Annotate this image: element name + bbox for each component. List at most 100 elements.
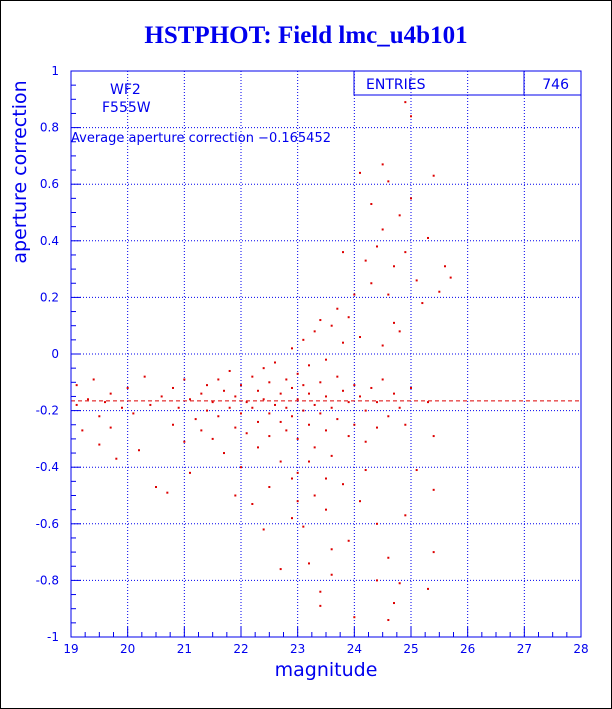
data-point <box>291 477 293 480</box>
x-axis-label: magnitude <box>275 659 378 681</box>
data-point <box>432 551 435 554</box>
data-point <box>296 471 299 474</box>
data-point <box>364 259 367 262</box>
x-tick-label: 24 <box>347 642 362 656</box>
data-point <box>308 562 310 565</box>
data-point <box>291 386 293 389</box>
data-point <box>381 378 384 381</box>
data-point <box>251 406 254 409</box>
x-tick-label: 28 <box>573 642 588 656</box>
data-point <box>319 604 322 607</box>
data-point <box>87 398 89 401</box>
data-point <box>240 466 242 469</box>
data-point <box>234 426 237 429</box>
stats-entries-label: ENTRIES <box>366 77 426 93</box>
data-point <box>393 392 395 395</box>
x-tick-label: 23 <box>290 642 305 656</box>
data-point <box>257 420 259 423</box>
data-point <box>257 446 259 449</box>
data-point <box>121 406 123 409</box>
data-point <box>160 395 163 398</box>
data-point <box>285 429 288 432</box>
data-point <box>217 415 220 418</box>
data-point <box>234 494 237 497</box>
plot-area-border <box>70 70 582 638</box>
data-point <box>364 409 367 412</box>
data-point <box>393 602 395 605</box>
data-point <box>109 426 112 429</box>
data-point <box>359 395 361 398</box>
data-point <box>415 279 418 282</box>
data-point <box>336 418 339 421</box>
data-point <box>330 406 333 409</box>
x-tick-label: 26 <box>460 642 475 656</box>
data-point <box>313 446 316 449</box>
data-point <box>410 197 412 200</box>
data-point <box>387 180 390 183</box>
data-point <box>285 378 288 381</box>
data-point <box>138 449 140 452</box>
data-point <box>268 381 271 384</box>
data-point <box>245 401 248 404</box>
data-point <box>279 568 282 571</box>
data-point <box>217 378 220 381</box>
data-point <box>302 409 305 412</box>
data-point <box>359 500 361 503</box>
y-axis-label: aperture correction <box>9 80 31 263</box>
data-point <box>302 338 305 341</box>
y-tick-label: -0.8 <box>36 573 59 587</box>
data-point <box>274 361 276 364</box>
chip-annotation: WF2 <box>110 82 141 98</box>
data-point <box>262 398 265 401</box>
data-point <box>404 423 407 426</box>
data-point <box>234 395 237 398</box>
data-point <box>330 548 333 551</box>
grid <box>70 70 582 638</box>
data-point <box>319 590 322 593</box>
y-tick-label: -0.4 <box>36 460 59 474</box>
y-tick-label: 0.2 <box>40 290 59 304</box>
data-point <box>376 426 378 429</box>
data-point <box>449 276 452 279</box>
data-point <box>398 406 401 409</box>
data-point <box>387 293 390 296</box>
data-point <box>251 375 254 378</box>
x-tick-label: 22 <box>233 642 248 656</box>
data-point <box>98 443 101 446</box>
data-point <box>200 429 203 432</box>
data-point <box>308 392 310 395</box>
y-tick-label: 1 <box>51 64 59 78</box>
data-point <box>342 341 344 344</box>
data-point <box>75 384 78 387</box>
data-point <box>262 528 265 531</box>
y-tick-label: 0.4 <box>40 234 59 248</box>
data-point <box>427 401 429 404</box>
data-point <box>330 454 333 457</box>
data-point <box>325 477 327 480</box>
data-point <box>291 415 293 418</box>
data-point <box>427 587 429 590</box>
data-point <box>126 386 129 389</box>
y-tick-labels: -1 -0.8 -0.6 -0.4 -0.2 0 0.2 0.4 0.6 0.8 1 <box>36 64 59 644</box>
data-point <box>330 573 333 576</box>
data-point <box>364 469 367 472</box>
data-point <box>330 324 333 327</box>
data-point <box>291 347 293 350</box>
data-point <box>353 293 356 296</box>
y-tick-label: 0.6 <box>40 177 59 191</box>
data-point <box>325 395 327 398</box>
data-point <box>200 392 203 395</box>
data-point <box>313 494 316 497</box>
data-point <box>319 319 322 322</box>
data-point <box>376 579 378 582</box>
data-point <box>262 367 265 370</box>
data-point <box>444 265 446 268</box>
data-point <box>279 460 282 463</box>
data-point <box>279 420 282 423</box>
data-point <box>183 440 186 443</box>
data-point <box>387 415 390 418</box>
data-point <box>296 500 299 503</box>
data-point <box>381 228 384 231</box>
data-point <box>432 435 435 438</box>
